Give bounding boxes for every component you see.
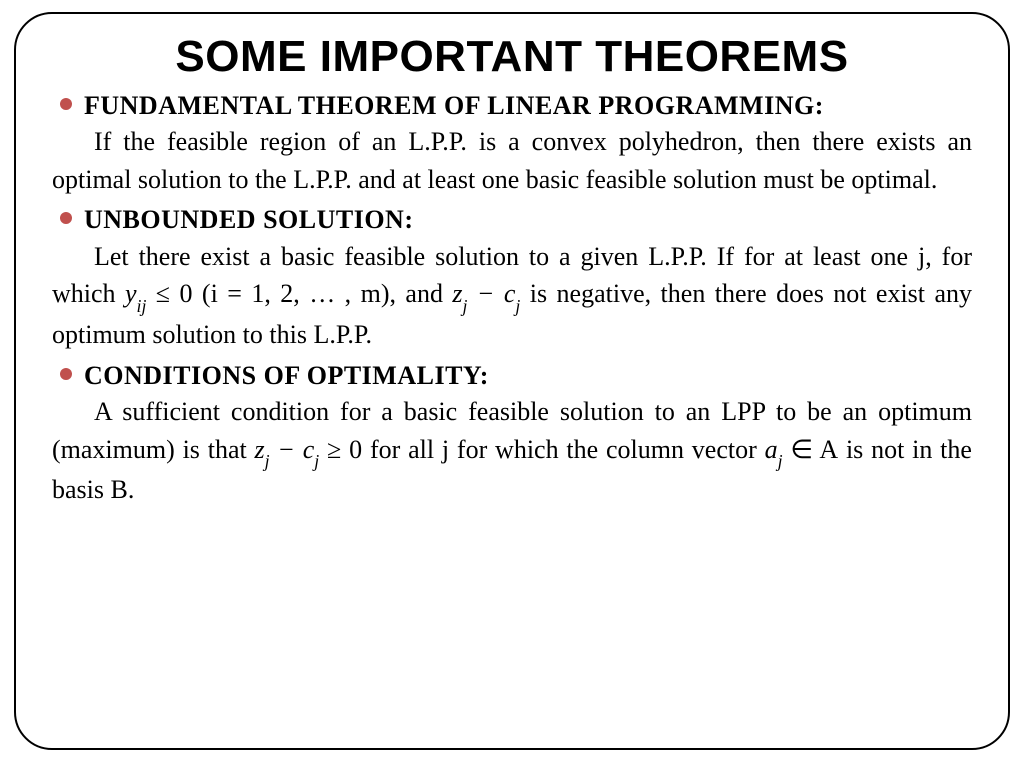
math-expr: aj ∈ A	[765, 435, 839, 464]
bullet-icon	[60, 98, 72, 110]
theorem-heading: UNBOUNDED SOLUTION:	[84, 202, 414, 237]
math-expr: zj − cj ≥ 0	[255, 435, 363, 464]
theorem-item-1: FUNDAMENTAL THEOREM OF LINEAR PROGRAMMIN…	[52, 88, 972, 198]
theorem-body: A sufficient condition for a basic feasi…	[52, 393, 972, 509]
slide-title: SOME IMPORTANT THEOREMS	[52, 32, 972, 82]
heading-row: FUNDAMENTAL THEOREM OF LINEAR PROGRAMMIN…	[52, 88, 972, 123]
theorem-heading: CONDITIONS OF OPTIMALITY:	[84, 358, 489, 393]
theorem-item-3: CONDITIONS OF OPTIMALITY: A sufficient c…	[52, 358, 972, 509]
theorem-item-2: UNBOUNDED SOLUTION: Let there exist a ba…	[52, 202, 972, 353]
theorem-body: If the feasible region of an L.P.P. is a…	[52, 123, 972, 198]
slide-frame: SOME IMPORTANT THEOREMS FUNDAMENTAL THEO…	[14, 12, 1010, 750]
heading-row: CONDITIONS OF OPTIMALITY:	[52, 358, 972, 393]
bullet-icon	[60, 368, 72, 380]
bullet-icon	[60, 212, 72, 224]
theorem-heading: FUNDAMENTAL THEOREM OF LINEAR PROGRAMMIN…	[84, 88, 824, 123]
heading-row: UNBOUNDED SOLUTION:	[52, 202, 972, 237]
math-expr: yij ≤ 0 (i = 1, 2, … , m), and zj − cj	[125, 279, 520, 308]
body-text: for all j for which the column vector	[362, 435, 764, 464]
theorem-body: Let there exist a basic feasible solutio…	[52, 238, 972, 354]
